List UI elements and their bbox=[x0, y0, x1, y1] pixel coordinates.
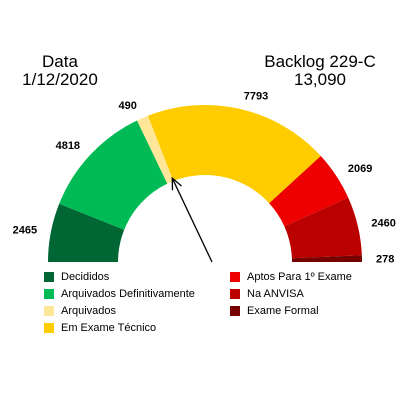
legend-item-em-exame-tecnico: Em Exame Técnico bbox=[44, 319, 195, 336]
value-label-aptos-para-1-exame: 2069 bbox=[348, 163, 372, 175]
legend-swatch bbox=[44, 305, 54, 316]
legend-swatch bbox=[44, 288, 54, 299]
legend-swatch bbox=[44, 271, 54, 282]
value-label-exame-formal: 278 bbox=[376, 253, 394, 265]
legend-item-decididos: Decididos bbox=[44, 268, 195, 285]
legend-label: Em Exame Técnico bbox=[61, 321, 157, 334]
pointer-needle bbox=[171, 177, 213, 263]
legend-label: Decididos bbox=[61, 270, 110, 283]
backlog-block: Backlog 229-C 13,090 bbox=[250, 53, 390, 89]
gauge-slice-aptos-para-1-exame bbox=[269, 155, 349, 227]
legend-label: Na ANVISA bbox=[247, 287, 304, 300]
legend-label: Exame Formal bbox=[247, 304, 319, 317]
legend-swatch bbox=[230, 305, 240, 316]
date-label: Data bbox=[42, 52, 78, 71]
value-label-na-anvisa: 2460 bbox=[371, 218, 395, 230]
backlog-value: 13,090 bbox=[294, 70, 346, 89]
pointer-arrowhead bbox=[171, 176, 182, 191]
legend-swatch bbox=[230, 271, 240, 282]
value-label-decididos: 2465 bbox=[13, 225, 37, 237]
legend-label: Arquivados Definitivamente bbox=[61, 287, 195, 300]
gauge-slice-exame-formal bbox=[291, 255, 362, 262]
legend-item-aptos-para-1-exame: Aptos Para 1º Exame bbox=[230, 268, 352, 285]
legend-label: Aptos Para 1º Exame bbox=[247, 270, 352, 283]
legend-swatch bbox=[44, 322, 54, 333]
value-label-em-exame-tecnico: 7793 bbox=[244, 90, 268, 102]
gauge-slice-arquivados-definitivamente bbox=[59, 120, 168, 230]
backlog-label: Backlog 229-C bbox=[264, 52, 376, 71]
legend-right: Aptos Para 1º Exame Na ANVISA Exame Form… bbox=[230, 268, 352, 319]
legend-item-na-anvisa: Na ANVISA bbox=[230, 285, 352, 302]
gauge-slice-arquivados bbox=[137, 115, 174, 184]
value-label-arquivados-definitivamente: 4818 bbox=[56, 140, 80, 152]
date-value: 1/12/2020 bbox=[22, 70, 98, 89]
legend-label: Arquivados bbox=[61, 304, 117, 317]
legend-left: Decididos Arquivados Definitivamente Arq… bbox=[44, 268, 195, 336]
gauge-slice-em-exame-tecnico bbox=[147, 105, 321, 204]
legend-swatch bbox=[230, 288, 240, 299]
legend-item-exame-formal: Exame Formal bbox=[230, 302, 352, 319]
gauge-slice-na-anvisa bbox=[284, 197, 362, 259]
legend-item-arquivados-definitivamente: Arquivados Definitivamente bbox=[44, 285, 195, 302]
value-label-arquivados: 490 bbox=[118, 100, 136, 112]
gauge-slice-decididos bbox=[48, 203, 125, 262]
legend-item-arquivados: Arquivados bbox=[44, 302, 195, 319]
date-block: Data 1/12/2020 bbox=[10, 53, 110, 89]
